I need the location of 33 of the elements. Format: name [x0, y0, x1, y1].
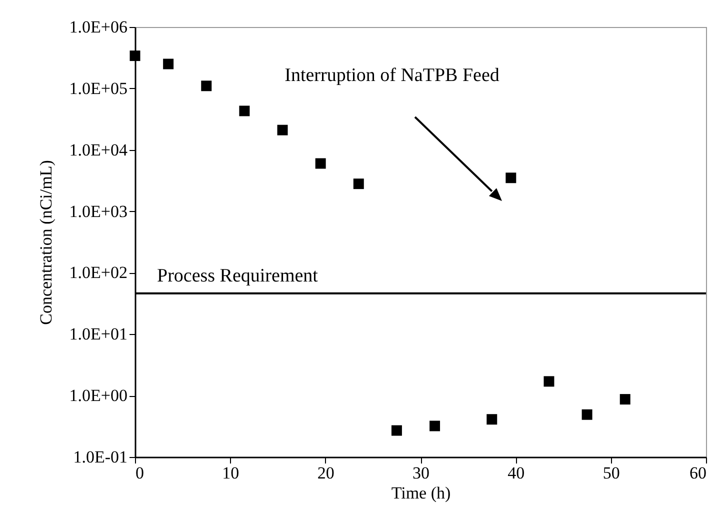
y-tick-label: 1.0E+01 — [69, 324, 128, 344]
point — [239, 106, 250, 116]
point — [620, 394, 630, 405]
y-tick-label: 1.0E+03 — [69, 202, 128, 221]
y-axis-title: Concentration (nCi/mL) — [36, 160, 56, 325]
y-tick-label: 1.0E+00 — [69, 386, 128, 406]
y-tick-label: 1.0E+06 — [69, 18, 128, 36]
point — [486, 414, 498, 425]
y-tick-label: 1.0E+02 — [69, 263, 128, 282]
point — [582, 409, 592, 420]
x-tick-label: 10 — [222, 464, 240, 482]
x-tick-label: 0 — [136, 464, 144, 482]
y-tick-label: 1.0E+05 — [69, 78, 128, 98]
x-tick-label: 40 — [508, 464, 525, 482]
point — [163, 58, 174, 70]
x-tick-label: 30 — [412, 464, 430, 482]
x-tick-label: 20 — [317, 464, 334, 482]
point — [277, 124, 288, 136]
x-tick-label: 50 — [602, 464, 620, 482]
point — [315, 158, 326, 169]
point — [506, 172, 516, 184]
point — [544, 376, 554, 387]
ref-line-label: Process Requirement — [157, 265, 319, 286]
point — [391, 425, 402, 436]
y-tick-label: 1.0E-01 — [73, 448, 128, 466]
annotation: Interruption of NaTPB Feed — [284, 65, 500, 86]
x-tick-label: 60 — [690, 464, 706, 482]
x-axis-title: Time (h) — [391, 484, 451, 502]
point — [353, 178, 364, 190]
point — [430, 420, 440, 432]
y-tick-label: 1.0E+04 — [69, 140, 128, 160]
point — [130, 50, 140, 62]
point — [201, 80, 212, 92]
